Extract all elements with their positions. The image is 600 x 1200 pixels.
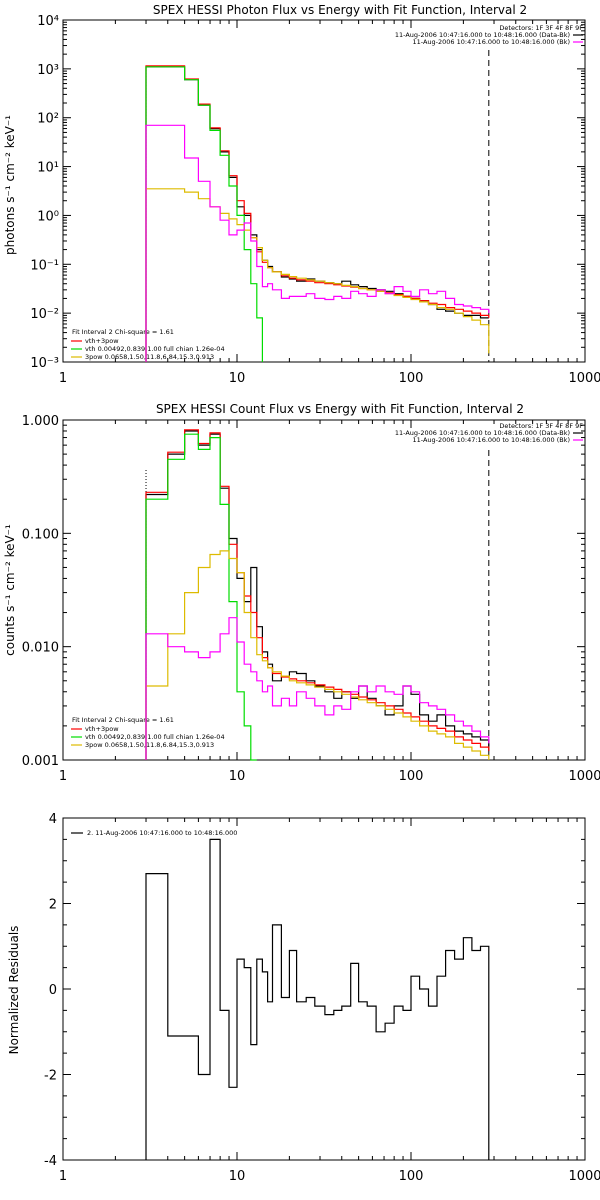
photon-ytick-label: 10⁴ (37, 14, 59, 29)
photon-header-bk: 11-Aug-2006 10:47:16.000 to 10:48:16.000… (413, 38, 570, 46)
count-series-3-3pow (145, 550, 490, 760)
count-series-0-11-aug-2006-10-47-16-000-to-10-48-16-000 (145, 430, 490, 760)
photon-ytick-label: 10¹ (37, 161, 59, 176)
count-xtick-label: 100 (399, 769, 424, 784)
residuals-ytick-label: 0 (49, 983, 57, 998)
photon-ytick-label: 10² (37, 112, 59, 127)
residuals-ylabel: Normalized Residuals (7, 926, 21, 1055)
count-xtick-label: 1000 (568, 769, 600, 784)
count-plot-frame (62, 419, 586, 761)
photon-header-data: 11-Aug-2006 10:47:16.000 to 10:48:16.000… (395, 31, 570, 39)
residuals-ytick-label: -4 (44, 1154, 57, 1169)
photon-legend-fit: Fit Interval 2 Chi-square = 1.61 (72, 328, 174, 336)
count-flux-title: SPEX HESSI Count Flux vs Energy with Fit… (156, 402, 524, 416)
count-xtick-label: 10 (229, 769, 246, 784)
photon-plot-frame (62, 19, 586, 363)
photon-ytick-label: 10⁻¹ (30, 258, 59, 273)
photon-xtick-label: 1 (59, 371, 67, 386)
count-xtick-label: 1 (59, 769, 67, 784)
photon-ytick-label: 10³ (37, 63, 59, 78)
residuals-legend: 2. 11-Aug-2006 10:47:16.000 to 10:48:16.… (87, 829, 237, 837)
count-series-1-vth-3pow (145, 429, 490, 760)
photon-legend-total: vth+3pow (85, 337, 119, 345)
count-legend-total: vth+3pow (85, 725, 119, 733)
residuals-xtick-label: 1000 (568, 1169, 600, 1184)
count-ytick-label: 0.100 (22, 527, 59, 542)
photon-series-1-vth-3pow (145, 65, 490, 362)
count-header-detectors: Detectors: 1F 3F 4F 8F 9F (499, 422, 583, 430)
photon-series-0-11-aug-2006-10-47-16-000-to-10-48-16-000 (145, 66, 489, 362)
photon-legend-power: 3pow 0.0658,1.50,11.8,6.84,15.3,0.913 (85, 353, 214, 361)
count-ytick-label: 1.000 (22, 414, 59, 429)
photon-ytick-label: 10⁻³ (30, 356, 59, 371)
count-legend-fit: Fit Interval 2 Chi-square = 1.61 (72, 716, 174, 724)
count-legend-power: 3pow 0.0658,1.50,11.8,6.84,15.3,0.913 (85, 741, 214, 749)
photon-ytick-label: 10⁻² (30, 307, 59, 322)
residuals-xtick-label: 1 (59, 1169, 67, 1184)
count-series-4-11-aug-2006-10-47-16-000-to-10-48-16-000 (145, 617, 490, 760)
count-series-2-vth (145, 433, 257, 761)
residuals-series-0-2-11-aug-2006-10-47-16-000-to-10-48-16-0 (145, 838, 490, 1160)
residuals-ytick-label: -2 (44, 1069, 57, 1084)
count-header-bk: 11-Aug-2006 10:47:16.000 to 10:48:16.000… (413, 436, 570, 444)
photon-ytick-label: 10⁰ (37, 209, 59, 224)
photon-series-3-3pow (145, 188, 490, 362)
residuals-plot-frame (62, 817, 586, 1161)
count-ytick-label: 0.010 (22, 641, 59, 656)
photon-flux-ylabel: photons s⁻¹ cm⁻² keV⁻¹ (3, 115, 17, 255)
photon-header-detectors: Detectors: 1F 3F 4F 8F 9F (499, 24, 583, 32)
count-legend-thermal: vth 0.00492,0.839,1.00 full chian 1.26e-… (85, 733, 225, 741)
count-flux-ylabel: counts s⁻¹ cm⁻² keV⁻¹ (3, 524, 17, 656)
residuals-ytick-label: 2 (49, 898, 57, 913)
photon-legend-thermal: vth 0.00492,0.839,1.00 full chian 1.26e-… (85, 345, 225, 353)
photon-series-4-11-aug-2006-10-47-16-000-to-10-48-16-000 (145, 124, 490, 362)
residuals-xtick-label: 10 (229, 1169, 246, 1184)
photon-xtick-label: 10 (229, 371, 246, 386)
photon-series-2-vth (145, 66, 263, 362)
residuals-ytick-label: 4 (49, 812, 57, 827)
count-ytick-label: 0.001 (22, 754, 59, 769)
count-header-data: 11-Aug-2006 10:47:16.000 to 10:48:16.000… (395, 429, 570, 437)
residuals-xtick-label: 100 (399, 1169, 424, 1184)
photon-xtick-label: 100 (399, 371, 424, 386)
photon-xtick-label: 1000 (568, 371, 600, 386)
photon-flux-title: SPEX HESSI Photon Flux vs Energy with Fi… (153, 3, 527, 17)
